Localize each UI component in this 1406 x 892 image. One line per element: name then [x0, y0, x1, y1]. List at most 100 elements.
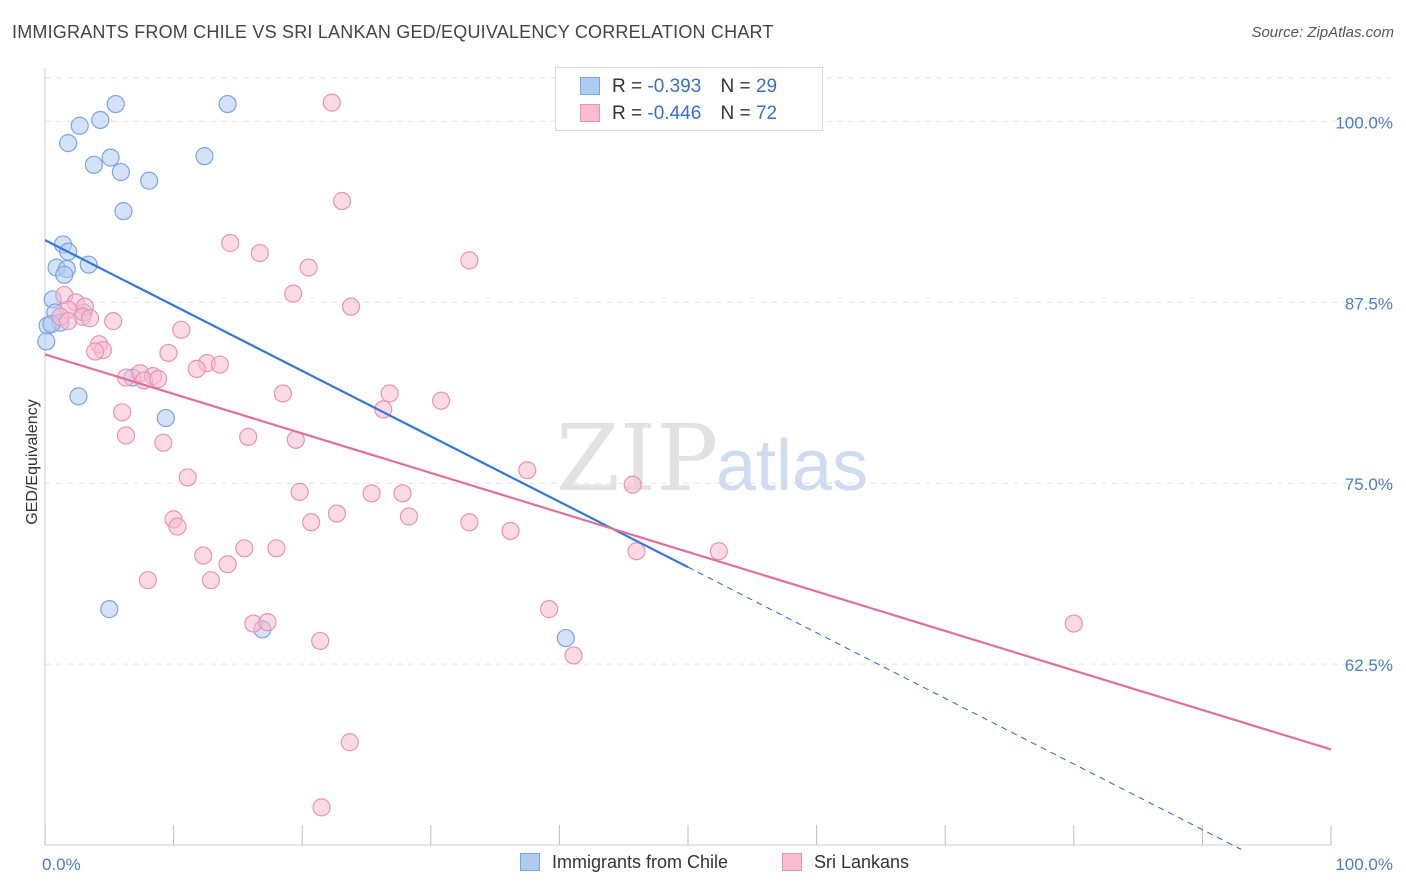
legend-row-chile: R = -0.393 N = 29	[580, 76, 777, 98]
watermark: ZIP atlas	[556, 405, 868, 512]
srilankan-point	[380, 384, 399, 403]
chile-point	[59, 134, 78, 153]
srilankan-point	[86, 342, 105, 361]
chile-trend-line	[44, 239, 689, 569]
legend-r-label: R =	[612, 103, 643, 124]
chile-point	[91, 110, 110, 130]
chile-point	[111, 162, 130, 182]
bottom-legend-label-chile: Immigrants from Chile	[552, 852, 729, 872]
legend-n-value: 29	[755, 76, 778, 97]
srilankan-point	[460, 513, 479, 532]
srilankan-point	[273, 384, 293, 403]
srilankan-point	[518, 461, 537, 480]
srilankan-point	[80, 309, 100, 328]
srilankan-point	[218, 555, 237, 574]
y-axis-label: GED/Equivalency	[24, 399, 41, 524]
srilankan-point	[284, 284, 303, 303]
srilankan-trend-line	[44, 353, 1332, 751]
srilankan-point	[59, 312, 78, 331]
grid-lines	[45, 77, 1391, 665]
srilankan-point	[1064, 614, 1083, 633]
srilankan-point	[138, 571, 157, 590]
srilankan-point	[149, 369, 168, 389]
srilankan-point	[709, 542, 728, 561]
y-tick-label: 75.0%	[1345, 475, 1393, 494]
axes	[44, 68, 1332, 846]
srilankan-point	[564, 646, 583, 665]
srilankan-point	[187, 359, 206, 378]
bottom-legend-chile: Immigrants from Chile	[520, 852, 728, 873]
srilankan-point	[235, 539, 254, 558]
watermark-atlas: atlas	[716, 426, 868, 506]
srilankan-point	[258, 613, 277, 632]
chile-point	[156, 408, 175, 428]
srilankan-point	[302, 513, 321, 532]
legend-r-value: -0.446	[647, 103, 702, 124]
x-tick-label: 100.0%	[1335, 855, 1393, 874]
srilankan-point	[431, 391, 451, 410]
legend-n-label: N =	[720, 76, 751, 97]
y-tick-label: 87.5%	[1345, 294, 1393, 313]
chile-point	[37, 332, 56, 351]
chile-point	[140, 171, 159, 190]
srilankan-point	[154, 433, 173, 452]
chile-point	[55, 265, 74, 284]
srilankan-point	[460, 251, 479, 270]
srilankan-point	[393, 484, 412, 503]
bottom-legend-swatch-blue	[520, 853, 540, 871]
srilankan-point	[627, 542, 646, 561]
srilankan-point	[322, 93, 341, 112]
chile-point	[556, 628, 575, 648]
srilankan-point	[362, 484, 381, 503]
legend: R = -0.393 N = 29 R = -0.446 N = 72	[555, 67, 823, 131]
srilankan-point	[113, 403, 132, 422]
source-label: Source: ZipAtlas.com	[1251, 24, 1394, 41]
chart-title: IMMIGRANTS FROM CHILE VS SRI LANKAN GED/…	[12, 22, 774, 42]
srilankan-point	[312, 798, 331, 817]
srilankan-point	[104, 312, 123, 331]
legend-r-label: R =	[612, 76, 643, 97]
chile-trend-extension	[687, 566, 1242, 850]
legend-swatch-pink	[580, 104, 600, 122]
srilankan-point	[172, 320, 191, 339]
x-tick-label: 0.0%	[42, 855, 81, 874]
srilankan-point	[341, 297, 361, 316]
srilankan-point	[340, 733, 359, 752]
srilankan-point	[540, 600, 559, 619]
srilankan-point	[311, 631, 330, 651]
chile-point	[114, 202, 133, 221]
legend-swatch-blue	[580, 77, 600, 95]
srilankan-point	[201, 571, 220, 590]
srilankan-point	[210, 355, 229, 374]
srilankan-point	[399, 507, 419, 526]
chile-point	[218, 94, 237, 114]
trend-lines	[44, 239, 1332, 850]
y-tick-label: 62.5%	[1345, 656, 1393, 675]
srilankan-point	[178, 468, 197, 487]
chile-point	[195, 147, 214, 166]
srilankan-point	[299, 258, 318, 277]
srilankan-point	[501, 521, 520, 541]
chile-point	[69, 387, 88, 406]
srilankan-point	[250, 244, 269, 263]
srilankan-point	[168, 517, 187, 536]
srilankan-point	[116, 426, 136, 445]
bottom-legend-srilankans: Sri Lankans	[782, 852, 909, 873]
legend-n-label: N =	[720, 103, 751, 124]
bottom-legend-swatch-pink	[782, 853, 802, 871]
legend-row-srilankans: R = -0.446 N = 72	[580, 103, 777, 125]
srilankan-point	[194, 546, 213, 565]
srilankan-point	[239, 427, 258, 446]
srilankan-point	[327, 504, 347, 523]
chile-point	[100, 600, 119, 619]
srilankan-point	[623, 475, 642, 494]
legend-r-value: -0.393	[647, 76, 702, 97]
chile-point	[70, 116, 89, 135]
y-tick-label: 100.0%	[1335, 113, 1393, 132]
watermark-zip: ZIP	[556, 405, 718, 512]
srilankan-point	[290, 482, 309, 501]
srilankan-point	[221, 233, 240, 253]
srilankan-point	[159, 343, 178, 363]
tick-labels: 62.5% 75.0% 87.5% 100.0% 0.0% 100.0%	[42, 113, 1393, 874]
